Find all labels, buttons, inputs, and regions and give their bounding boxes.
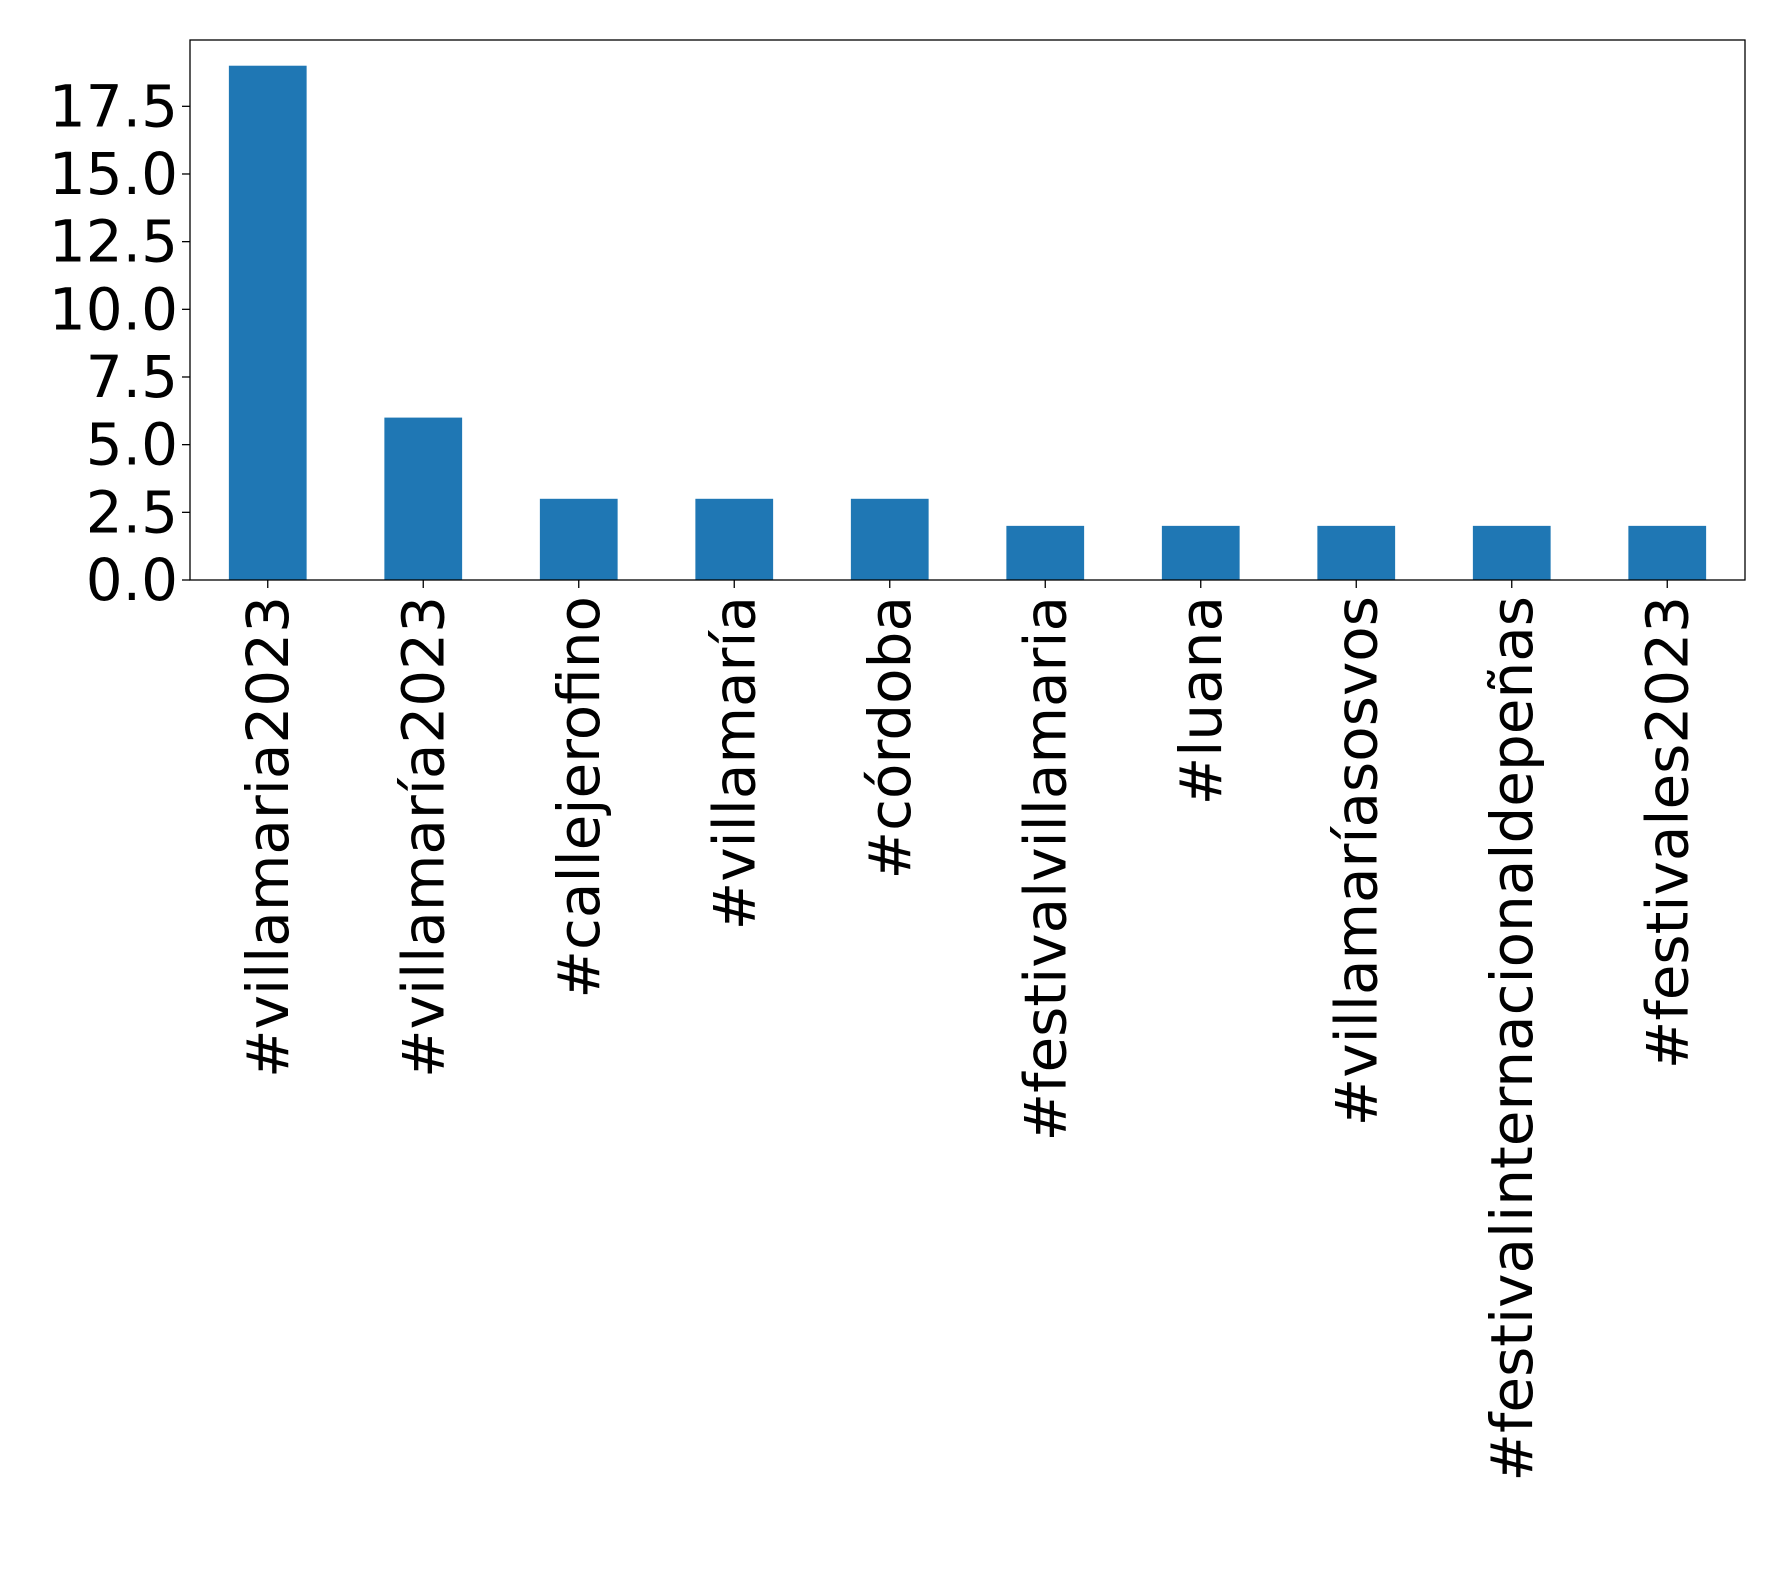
bar	[1006, 525, 1085, 580]
bar	[1317, 525, 1396, 580]
bar	[850, 498, 929, 580]
x-tick-label: #callejerofino	[545, 596, 613, 999]
x-tick-label: #festivalvillamaria	[1011, 596, 1079, 1142]
bar	[1161, 525, 1240, 580]
y-tick-label: 0.0	[86, 546, 178, 614]
y-tick-label: 15.0	[49, 140, 178, 208]
x-tick-label: #festivalinternacionaldepeñas	[1478, 596, 1546, 1482]
x-tick-label: #córdoba	[856, 596, 924, 879]
y-tick-label: 5.0	[86, 411, 178, 479]
bar	[1472, 525, 1551, 580]
x-tick-label: #villamaríasosvos	[1322, 596, 1390, 1126]
bars-layer	[228, 65, 1707, 580]
bar	[1628, 525, 1707, 580]
y-axis: 0.02.55.07.510.012.515.017.5	[49, 72, 190, 614]
y-tick-label: 7.5	[86, 343, 178, 411]
y-tick-label: 2.5	[86, 478, 178, 546]
x-axis: #villamaria2023 #villamaría2023 #callejero…	[234, 580, 1701, 1482]
bar	[228, 65, 307, 580]
bar	[384, 417, 463, 580]
x-tick-label: #villamaría	[700, 596, 768, 930]
bar	[695, 498, 774, 580]
plot-frame	[189, 39, 1746, 581]
bar	[539, 498, 618, 580]
y-tick-label: 12.5	[49, 208, 178, 276]
y-tick-label: 17.5	[49, 72, 178, 140]
x-tick-label: #festivales2023	[1633, 596, 1701, 1069]
x-tick-label: #villamaria2023	[234, 596, 302, 1078]
x-tick-label: #villamaría2023	[389, 596, 457, 1078]
y-tick-label: 10.0	[49, 275, 178, 343]
x-tick-label: #luana	[1167, 596, 1235, 805]
